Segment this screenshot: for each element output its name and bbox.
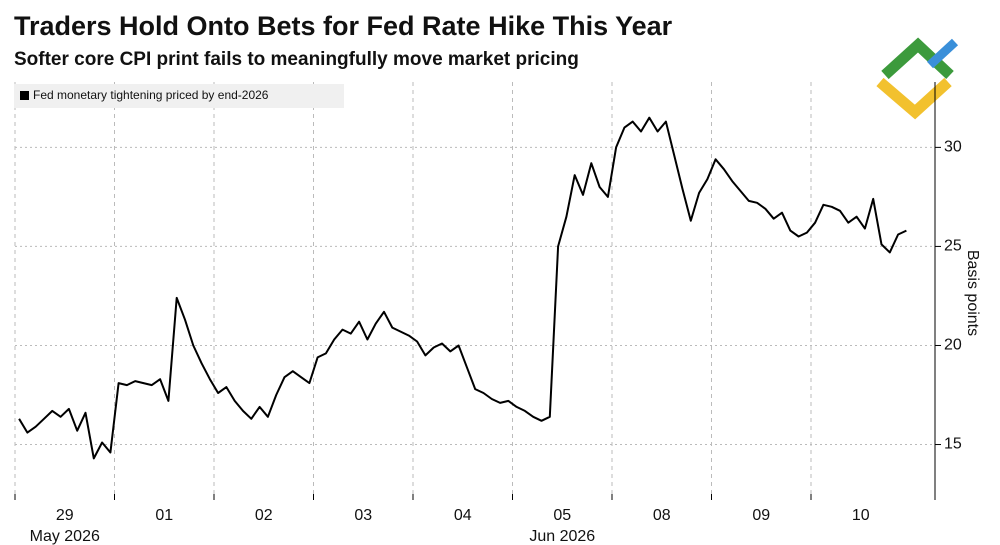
y-tick-label: 30 <box>944 139 962 156</box>
legend-box <box>14 84 344 108</box>
month-label: Jun 2026 <box>529 528 595 545</box>
x-tick-label: 10 <box>852 507 870 524</box>
x-tick-label: 04 <box>454 507 472 524</box>
x-tick-label: 03 <box>354 507 372 524</box>
x-tick-label: 05 <box>553 507 571 524</box>
series-line <box>18 116 907 460</box>
x-tick-label: 29 <box>56 507 74 524</box>
x-tick-label: 09 <box>752 507 770 524</box>
x-tick-label: 01 <box>155 507 173 524</box>
chart-title: Traders Hold Onto Bets for Fed Rate Hike… <box>14 11 673 41</box>
month-label: May 2026 <box>30 528 100 545</box>
y-tick-label: 20 <box>944 337 962 354</box>
y-axis-label: Basis points <box>964 250 981 336</box>
x-tick-label: 08 <box>653 507 671 524</box>
y-tick-label: 25 <box>944 238 962 255</box>
logo <box>876 37 959 120</box>
chart-subtitle: Softer core CPI print fails to meaningfu… <box>14 49 579 70</box>
legend-label: Fed monetary tightening priced by end-20… <box>33 88 269 102</box>
legend-swatch <box>20 91 29 100</box>
y-tick-label: 15 <box>944 436 962 453</box>
x-tick-label: 02 <box>255 507 273 524</box>
legend: Fed monetary tightening priced by end-20… <box>14 84 344 108</box>
